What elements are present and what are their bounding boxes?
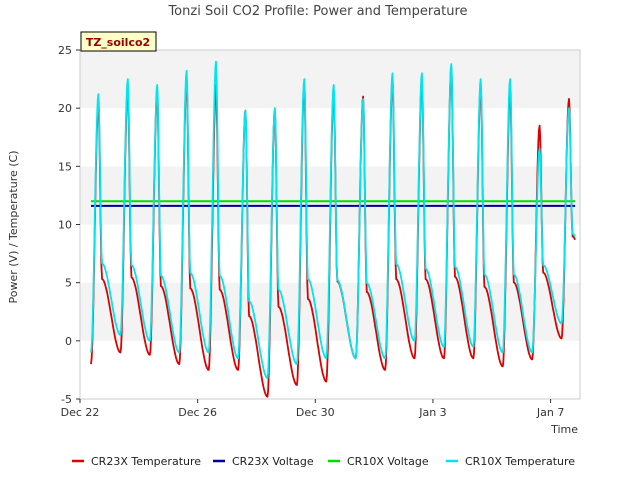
y-tick-label: 0 [65, 335, 72, 348]
x-tick-label: Dec 22 [61, 406, 100, 419]
legend-label: CR23X Voltage [232, 455, 314, 468]
y-tick-label: 25 [58, 44, 72, 57]
y-tick-label: 5 [65, 277, 72, 290]
legend-item: CR10X Voltage [328, 455, 429, 468]
legend-label: CR10X Voltage [347, 455, 429, 468]
x-axis-label: Time [550, 423, 578, 436]
x-axis-ticks: Dec 22 Dec 26 Dec 30 Jan 3 Jan 7 [61, 399, 564, 419]
x-tick-label: Jan 7 [536, 406, 564, 419]
x-tick-label: Dec 26 [178, 406, 217, 419]
x-tick-label: Dec 30 [296, 406, 335, 419]
legend-item: CR10X Temperature [446, 455, 575, 468]
y-tick-label: 15 [58, 160, 72, 173]
y-axis-label: Power (V) / Temperature (C) [7, 150, 20, 303]
legend-label: CR10X Temperature [465, 455, 575, 468]
y-axis-ticks: -5 0 5 10 15 20 25 [58, 44, 80, 406]
grid-band [80, 340, 580, 399]
y-tick-label: 20 [58, 102, 72, 115]
chart-title: Tonzi Soil CO2 Profile: Power and Temper… [167, 4, 467, 19]
y-tick-label: -5 [61, 393, 72, 406]
x-tick-label: Jan 3 [418, 406, 446, 419]
grid-band [80, 108, 580, 167]
legend: CR23X Temperature CR23X Voltage CR10X Volt… [72, 455, 575, 468]
series-line-3 [90, 60, 576, 379]
legend-label: CR23X Temperature [91, 455, 201, 468]
legend-item: CR23X Voltage [213, 455, 314, 468]
y-tick-label: 10 [58, 219, 72, 232]
legend-item: CR23X Temperature [72, 455, 201, 468]
series-lines [90, 60, 576, 398]
grid-band [80, 50, 580, 109]
site-annotation-label: TZ_soilco2 [86, 36, 150, 49]
site-annotation-box: TZ_soilco2 [80, 31, 157, 52]
